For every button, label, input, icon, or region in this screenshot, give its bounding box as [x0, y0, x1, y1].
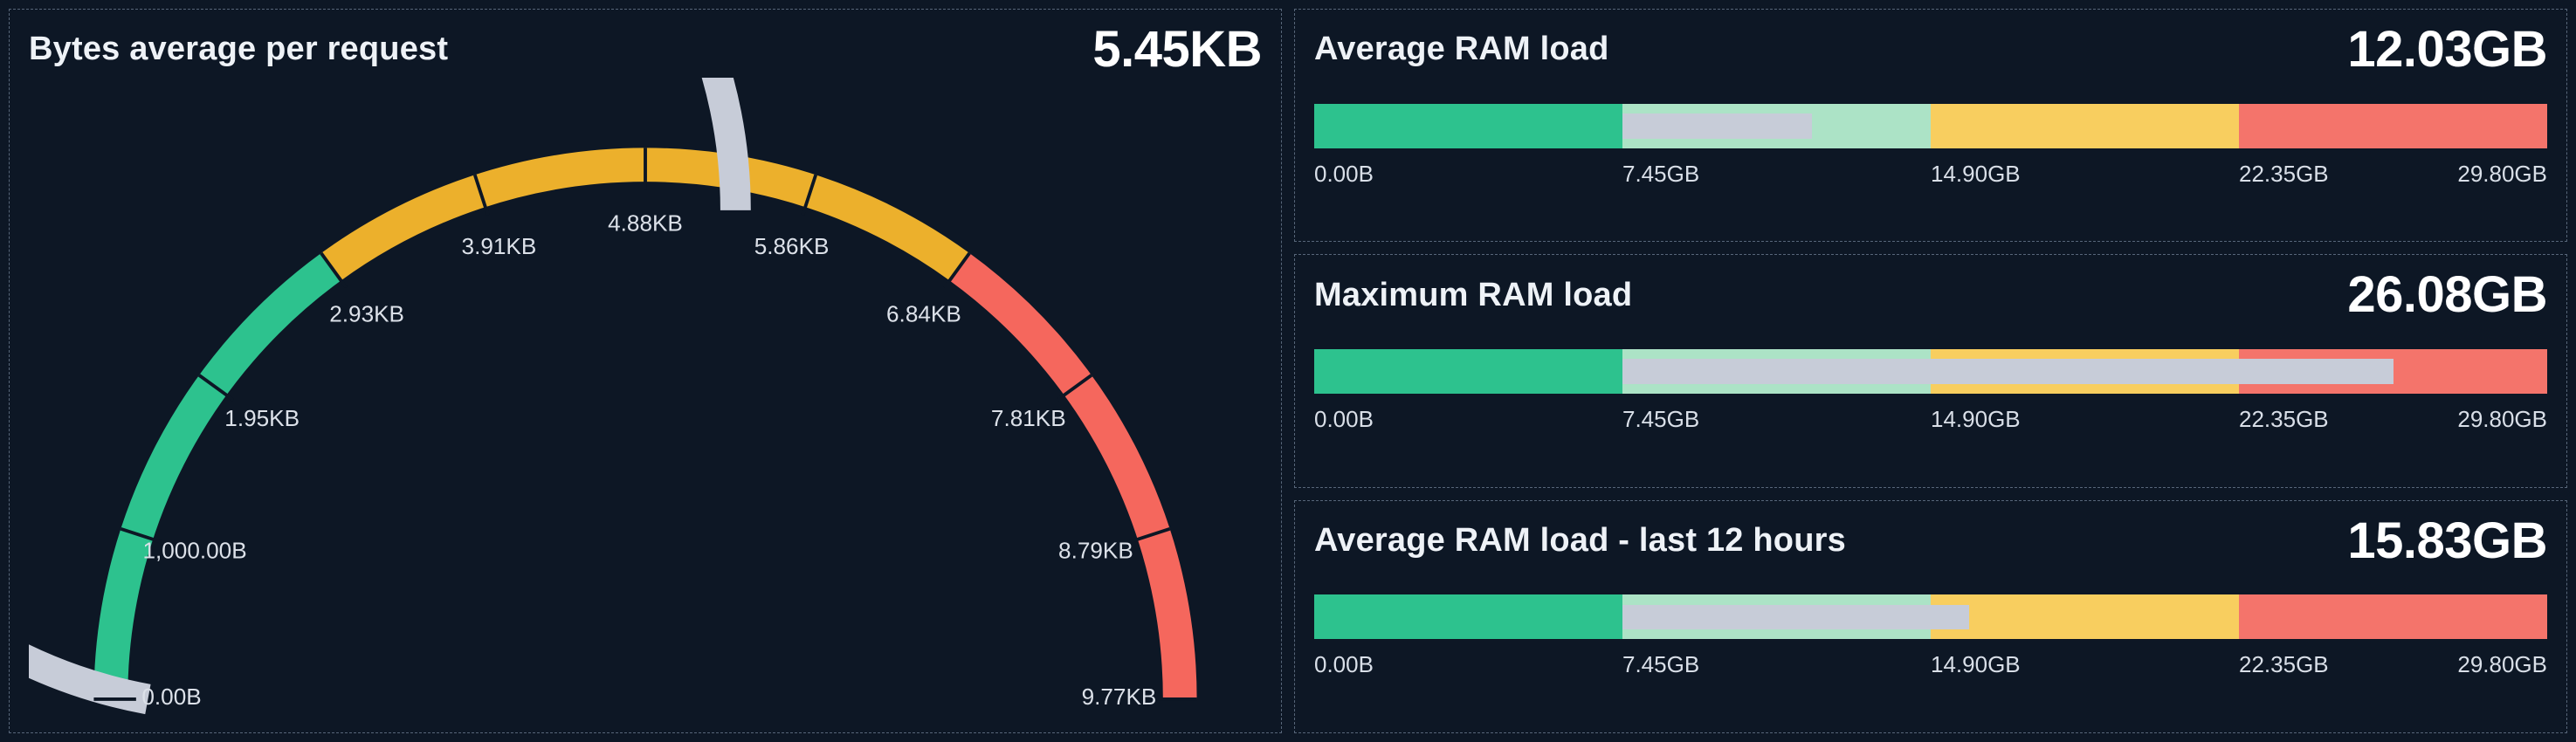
average-ram-bar-chart: 0.00B 7.45GB 14.90GB 22.35GB 29.80GB: [1314, 103, 2547, 190]
panel-bytes-average: Bytes average per request 5.45KB 0.00B 1,…: [9, 9, 1282, 733]
average-ram-12h-bar-chart: 0.00B 7.45GB 14.90GB 22.35GB 29.80GB: [1314, 594, 2547, 681]
panel-maximum-ram: Maximum RAM load 26.08GB 0.00B 7.45GB 14.9…: [1294, 254, 2567, 488]
gauge-tick: [197, 374, 235, 402]
bar-threshold-segment: [1931, 103, 2239, 148]
panel-header: Maximum RAM load 26.08GB: [1314, 267, 2547, 323]
bar-threshold-segment: [1314, 103, 1622, 148]
bar-tick-label: 14.90GB: [1931, 406, 2021, 433]
gauge-tick: [1128, 526, 1171, 544]
panel-header: Average RAM load 12.03GB: [1314, 22, 2547, 78]
bar-tick-label: 0.00B: [1314, 651, 1374, 678]
panel-title: Average RAM load - last 12 hours: [1314, 522, 1846, 560]
gauge-tick: [943, 251, 971, 289]
bar-tick-label: 22.35GB: [2239, 160, 2329, 187]
bar-gauge-track: [1314, 349, 2547, 395]
bar-threshold-segment: [2239, 594, 2547, 640]
panel-value: 15.83GB: [2347, 512, 2547, 569]
panel-value: 26.08GB: [2347, 266, 2547, 324]
bar-threshold-segment: [1931, 594, 2239, 640]
bar-threshold-segment: [1314, 594, 1622, 640]
gauge-tick-label: 7.81KB: [991, 405, 1066, 431]
bar-tick-label: 14.90GB: [1931, 651, 2021, 678]
gauge-tick: [320, 251, 348, 289]
gauge-tick-label: 5.86KB: [754, 233, 830, 259]
gauge-threshold-segment: [93, 252, 341, 699]
panel-average-ram: Average RAM load 12.03GB 0.00B 7.45GB 14.9…: [1294, 9, 2567, 243]
bytes-average-gauge-chart: 0.00B 1,000.00B 1.95KB 2.93KB 3.91KB 4.88KB 5.…: [29, 77, 1262, 720]
bar-gauge-track: [1314, 103, 2547, 148]
gauge-tick: [801, 174, 818, 216]
gauge-tick: [120, 526, 162, 544]
gauge-tick-label: 4.88KB: [608, 210, 683, 236]
panel-average-ram-12h: Average RAM load - last 12 hours 15.83GB…: [1294, 499, 2567, 733]
gauge-tick-label: 0.00B: [141, 684, 201, 710]
panel-title: Bytes average per request: [29, 31, 449, 68]
gauge-tick-label: 2.93KB: [329, 300, 404, 326]
bar-tick-label: 14.90GB: [1931, 160, 2021, 187]
panel-title: Average RAM load: [1314, 31, 1609, 68]
bar-tick-label: 7.45GB: [1622, 406, 1700, 433]
panel-title: Maximum RAM load: [1314, 276, 1633, 313]
bar-tick-label: 22.35GB: [2239, 651, 2329, 678]
ram-panels-column: Average RAM load 12.03GB 0.00B 7.45GB 14.9…: [1294, 9, 2567, 733]
gauge-tick-label: 3.91KB: [462, 233, 537, 259]
bar-threshold-segment: [1314, 349, 1622, 395]
bar-tick-labels: 0.00B 7.45GB 14.90GB 22.35GB 29.80GB: [1314, 651, 2547, 681]
bar-tick-label: 0.00B: [1314, 160, 1374, 187]
gauge-tick: [1056, 374, 1093, 402]
bar-tick-label: 7.45GB: [1622, 651, 1700, 678]
bar-tick-labels: 0.00B 7.45GB 14.90GB 22.35GB 29.80GB: [1314, 161, 2547, 190]
gauge-threshold-segment: [949, 252, 1197, 699]
bar-tick-label: 29.80GB: [2457, 406, 2547, 433]
gauge-tick-label: 6.84KB: [886, 300, 961, 326]
gauge-tick-label: 1.95KB: [224, 405, 300, 431]
gauge-tick-label: 9.77KB: [1082, 684, 1157, 710]
bar-threshold-segment: [2239, 103, 2547, 148]
panel-value: 5.45KB: [1092, 21, 1262, 78]
bar-tick-label: 22.35GB: [2239, 406, 2329, 433]
gauge-tick-label: 8.79KB: [1058, 537, 1133, 563]
bar-tick-label: 29.80GB: [2457, 651, 2547, 678]
bar-tick-label: 0.00B: [1314, 406, 1374, 433]
bar-gauge-track: [1314, 594, 2547, 640]
panel-value: 12.03GB: [2347, 21, 2547, 78]
bar-tick-labels: 0.00B 7.45GB 14.90GB 22.35GB 29.80GB: [1314, 406, 2547, 436]
panel-header: Average RAM load - last 12 hours 15.83GB: [1314, 512, 2547, 569]
gauge-tick-label: 1,000.00B: [142, 537, 246, 563]
bar-tick-label: 29.80GB: [2457, 160, 2547, 187]
gauge-tick: [472, 174, 490, 216]
bar-tick-label: 7.45GB: [1622, 160, 1700, 187]
panel-header: Bytes average per request 5.45KB: [29, 22, 1262, 78]
gauge-svg: 0.00B 1,000.00B 1.95KB 2.93KB 3.91KB 4.88KB 5.…: [29, 77, 1197, 714]
maximum-ram-bar-chart: 0.00B 7.45GB 14.90GB 22.35GB 29.80GB: [1314, 349, 2547, 436]
